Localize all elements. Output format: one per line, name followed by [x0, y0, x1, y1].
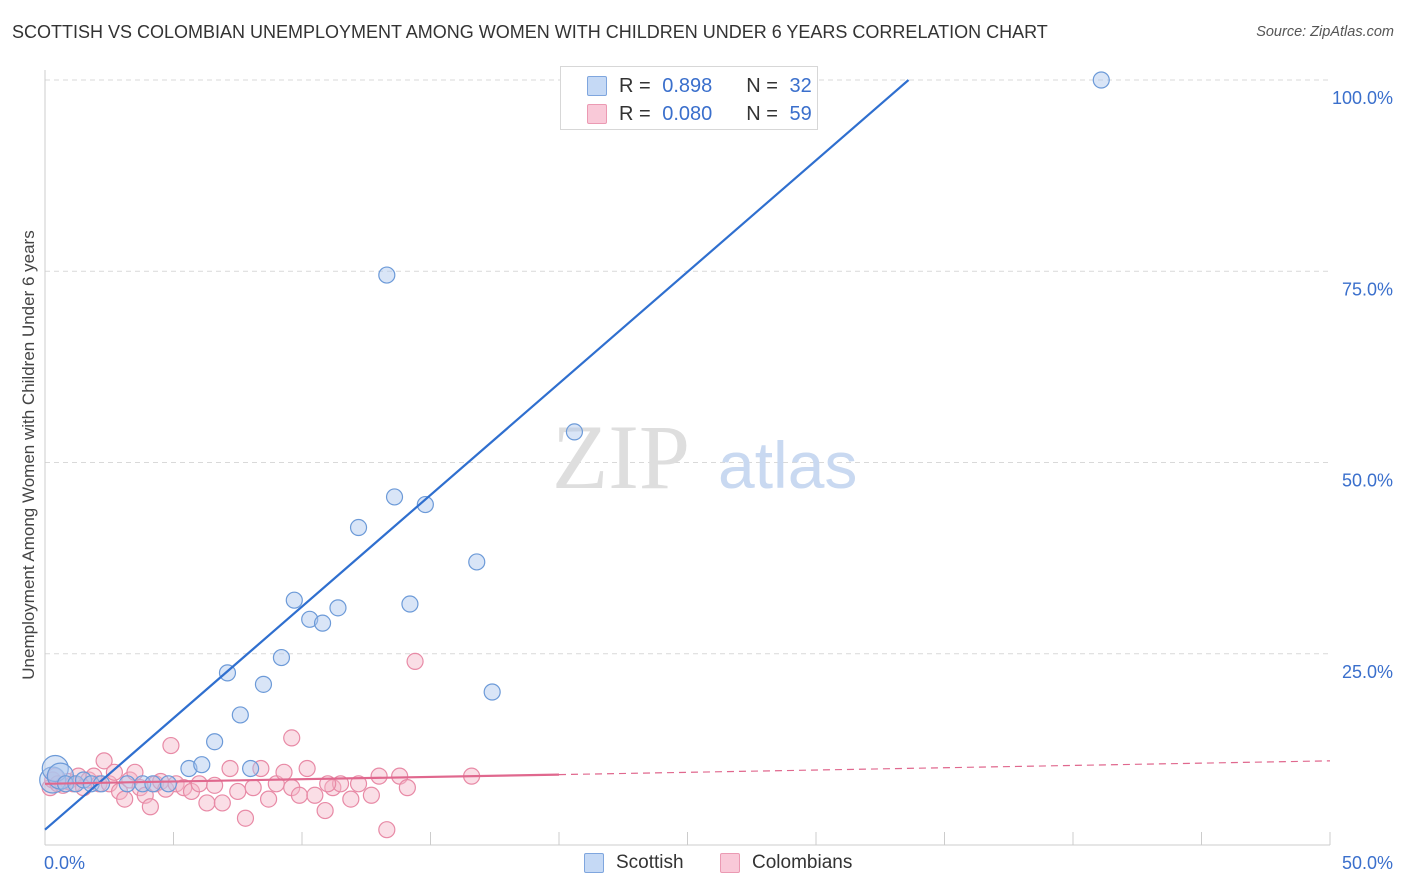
scottish-point — [468, 553, 486, 571]
scottish-point — [272, 648, 291, 667]
colombian-swatch — [587, 104, 607, 124]
scottish-point — [385, 488, 404, 506]
colombian-point — [362, 786, 380, 804]
tick-labels: 25.0% 50.0% 75.0% 100.0% 0.0% 50.0% — [44, 88, 1393, 873]
colombian-point — [213, 794, 231, 812]
y-axis-label: Unemployment Among Women with Children U… — [19, 230, 38, 680]
colombian-series — [41, 652, 481, 839]
colombian-point — [116, 790, 134, 808]
colombian-point — [105, 763, 123, 781]
colombian-point — [221, 759, 239, 778]
scottish-point — [159, 775, 177, 793]
y-tick-label: 25.0% — [1342, 662, 1393, 682]
colombian-point — [275, 763, 293, 781]
legend-item-scottish[interactable]: Scottish — [584, 852, 684, 874]
scottish-trend-line — [44, 79, 910, 831]
y-tick-label: 75.0% — [1342, 279, 1393, 299]
watermark: ZIP atlas — [552, 406, 857, 508]
scottish-r-value: 0.898 — [662, 74, 713, 97]
gridlines — [45, 79, 1330, 655]
colombian-point — [370, 767, 388, 785]
scottish-point — [180, 759, 198, 778]
colombian-point — [378, 821, 396, 839]
colombian-point — [236, 809, 255, 827]
colombian-n-value: 59 — [789, 102, 812, 125]
colombian-r-value: 0.080 — [662, 102, 713, 125]
scottish-point — [206, 733, 224, 751]
scottish-point — [378, 266, 396, 284]
chart-title: SCOTTISH VS COLOMBIAN UNEMPLOYMENT AMONG… — [12, 22, 1048, 42]
scottish-point — [483, 683, 501, 701]
colombian-point — [190, 775, 208, 793]
colombian-trend-extension — [558, 760, 1331, 776]
colombian-n-label: N = — [746, 102, 778, 125]
colombian-r-label: R = — [619, 102, 651, 125]
colombian-point — [342, 790, 360, 808]
y-tick-label: 100.0% — [1332, 88, 1393, 108]
colombian-point — [229, 782, 247, 801]
colombian-point — [290, 786, 309, 804]
scottish-point — [416, 495, 434, 514]
scottish-point — [41, 754, 69, 783]
scottish-point — [313, 614, 332, 632]
colombian-point — [283, 729, 301, 747]
colombian-point — [298, 759, 316, 778]
scottish-point — [565, 423, 584, 441]
scottish-n-label: N = — [746, 74, 778, 97]
x-tick-label-left: 0.0% — [44, 853, 85, 873]
watermark-zip: ZIP — [552, 406, 690, 508]
colombian-point — [198, 794, 216, 812]
scottish-point — [301, 610, 319, 628]
colombian-legend-swatch — [720, 853, 740, 873]
scottish-swatch — [587, 76, 607, 96]
legend-label-scottish: Scottish — [616, 852, 684, 873]
colombian-point — [406, 652, 424, 671]
legend-item-colombians[interactable]: Colombians — [720, 852, 852, 874]
colombian-point — [244, 779, 262, 797]
trend-lines — [44, 79, 1331, 831]
colombian-point — [349, 775, 368, 793]
colombian-trend-line — [44, 773, 560, 785]
axes — [44, 70, 1331, 846]
scottish-point — [1092, 71, 1110, 89]
scottish-point — [118, 775, 136, 793]
colombian-point — [331, 775, 350, 793]
y-tick-label: 50.0% — [1342, 471, 1393, 491]
colombian-point — [306, 786, 324, 804]
x-tick-label-right: 50.0% — [1342, 853, 1393, 873]
scottish-n-value: 32 — [789, 74, 812, 97]
watermark-atlas: atlas — [718, 428, 857, 502]
scottish-legend-swatch — [584, 853, 604, 873]
scottish-point — [349, 518, 368, 537]
scottish-r-label: R = — [619, 74, 651, 97]
scottish-point — [193, 756, 211, 774]
legend-row-scottish: R = 0.898 N = 32 — [587, 74, 812, 98]
colombian-point — [316, 801, 334, 820]
colombian-point — [162, 736, 180, 755]
source-credit: Source: ZipAtlas.com — [1256, 24, 1394, 40]
colombian-point — [259, 790, 278, 808]
scottish-point — [231, 706, 249, 724]
legend-row-colombian: R = 0.080 N = 59 — [587, 102, 812, 126]
colombian-point — [95, 752, 113, 770]
scottish-point — [39, 766, 67, 794]
legend-label-colombians: Colombians — [752, 852, 853, 873]
scottish-point — [254, 675, 273, 693]
colombian-point — [398, 779, 416, 797]
scottish-point — [242, 759, 260, 778]
series-legend: Scottish Colombians — [0, 852, 1406, 878]
scottish-point — [285, 591, 303, 609]
scottish-series — [39, 71, 1110, 794]
scottish-point — [401, 595, 419, 613]
scottish-point — [144, 775, 162, 793]
colombian-point — [141, 798, 159, 816]
scottish-point — [329, 599, 347, 617]
correlation-legend: R = 0.898 N = 32 R = 0.080 N = 59 — [560, 66, 818, 130]
